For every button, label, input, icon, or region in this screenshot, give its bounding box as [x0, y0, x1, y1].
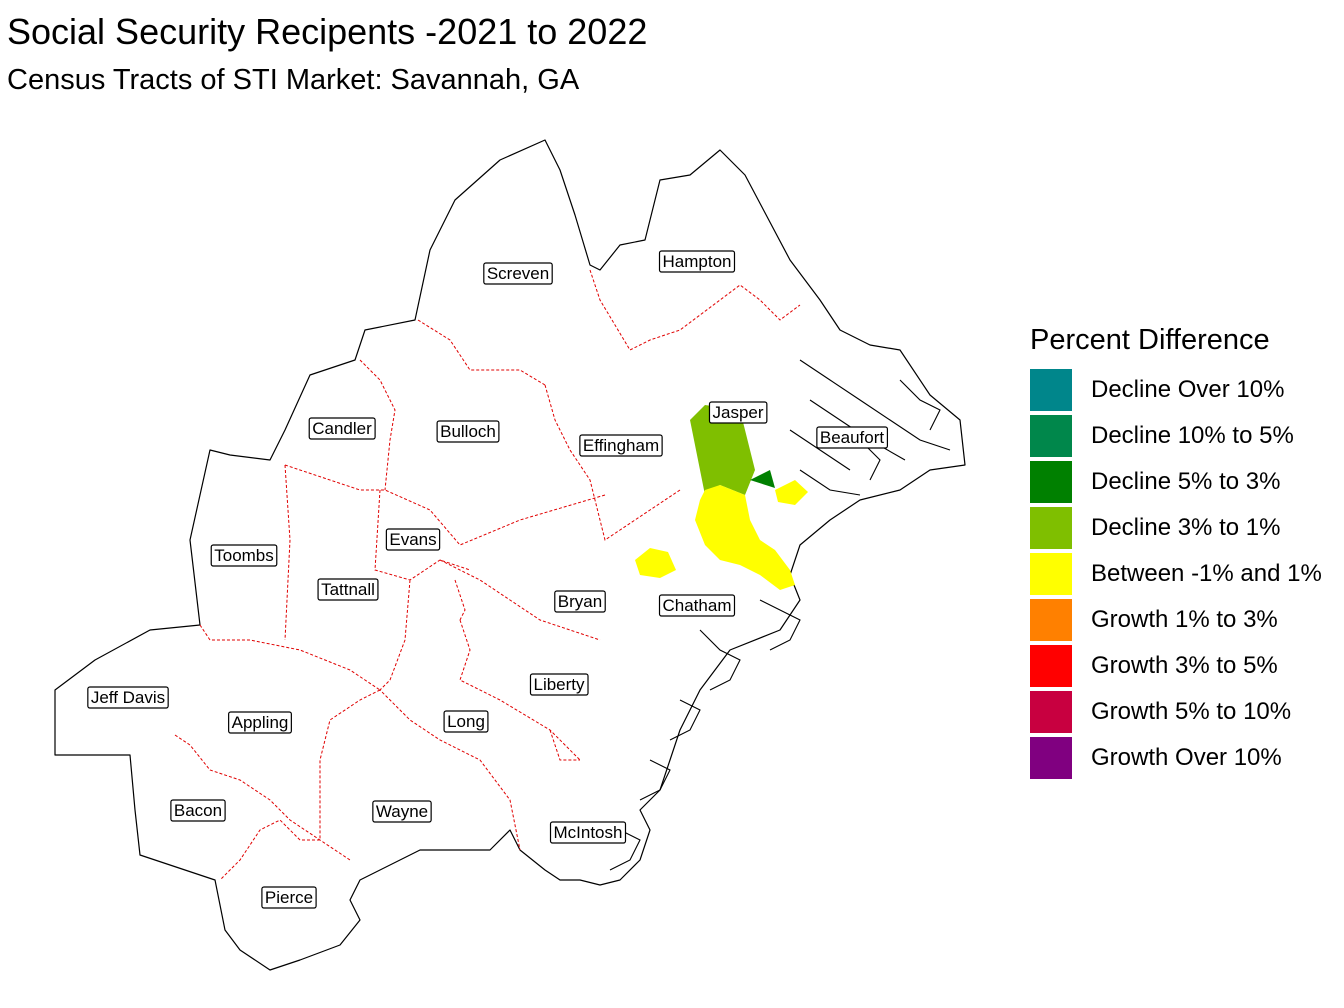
legend-label: Growth Over 10% [1091, 744, 1282, 771]
tract-between-3 [635, 548, 676, 578]
tract-decline-3-1 [690, 405, 755, 495]
county-label-text: Bulloch [440, 422, 496, 441]
county-label-box [549, 821, 627, 844]
county-label-text: Bacon [174, 801, 222, 820]
legend-item: Growth 1% to 3% [1030, 598, 1278, 642]
county-label-tattnall: Tattnall [317, 578, 379, 601]
legend-swatch [1030, 599, 1072, 641]
legend-item: Decline 3% to 1% [1030, 506, 1280, 550]
county-label-jeff-davis: Jeff Davis [87, 686, 169, 709]
county-label-box [658, 594, 736, 617]
legend-swatch [1030, 461, 1072, 503]
county-label-effingham: Effingham [579, 434, 663, 457]
legend-label: Growth 3% to 5% [1091, 652, 1278, 679]
county-labels: Screven Hampton Jasper Beaufort Candler Bullo… [87, 250, 889, 909]
county-label-text: Jasper [712, 403, 763, 422]
county-label-box [483, 262, 553, 285]
county-label-text: Liberty [533, 675, 585, 694]
legend-swatch [1030, 737, 1072, 779]
legend-item: Growth 5% to 10% [1030, 690, 1291, 734]
legend-label: Growth 1% to 3% [1091, 606, 1278, 633]
county-label-box [228, 711, 292, 734]
county-label-box [308, 417, 376, 440]
county-label-box [210, 544, 278, 567]
county-label-text: Hampton [663, 252, 732, 271]
tract-between-2 [775, 480, 808, 505]
county-label-box [554, 590, 606, 613]
legend-label: Decline 3% to 1% [1091, 514, 1281, 541]
county-label-box [658, 250, 736, 273]
legend-label: Decline 5% to 3% [1091, 468, 1281, 495]
legend-item: Decline 5% to 3% [1030, 460, 1280, 504]
county-label-box [385, 528, 441, 551]
county-label-text: Chatham [663, 596, 732, 615]
legend-swatch [1030, 645, 1072, 687]
county-label-box [436, 420, 500, 443]
county-label-evans: Evans [385, 528, 441, 551]
county-label-text: Long [447, 712, 485, 731]
tract-decline-5-3 [750, 470, 775, 488]
county-label-text: McIntosh [554, 823, 623, 842]
county-label-hampton: Hampton [658, 250, 736, 273]
county-label-box [372, 800, 432, 823]
county-label-bacon: Bacon [170, 799, 226, 822]
legend-swatch [1030, 507, 1072, 549]
county-label-beaufort: Beaufort [816, 426, 889, 449]
county-label-text: Pierce [265, 888, 313, 907]
county-label-box [579, 434, 663, 457]
legend-swatch [1030, 553, 1072, 595]
legend-label: Decline Over 10% [1091, 376, 1285, 403]
county-label-text: Effingham [583, 436, 659, 455]
county-borders [174, 269, 801, 881]
legend-swatch [1030, 369, 1072, 411]
county-label-box [816, 426, 889, 449]
market-outline [54, 139, 966, 971]
legend-swatch [1030, 415, 1072, 457]
county-label-text: Beaufort [820, 428, 885, 447]
county-label-text: Toombs [214, 546, 274, 565]
county-label-screven: Screven [483, 262, 553, 285]
legend-item: Growth 3% to 5% [1030, 644, 1278, 688]
county-label-text: Candler [312, 419, 372, 438]
county-label-long: Long [443, 710, 489, 733]
county-label-text: Bryan [558, 592, 602, 611]
legend-item: Decline Over 10% [1030, 368, 1284, 412]
map-subtitle: Census Tracts of STI Market: Savannah, G… [7, 64, 580, 96]
county-label-text: Appling [232, 713, 289, 732]
legend-label: Between -1% and 1% [1091, 560, 1322, 587]
county-label-box [170, 799, 226, 822]
county-label-liberty: Liberty [529, 673, 589, 696]
county-label-text: Screven [487, 264, 549, 283]
county-label-mcintosh: McIntosh [549, 821, 627, 844]
county-label-bryan: Bryan [554, 590, 606, 613]
county-label-box [317, 578, 379, 601]
county-label-pierce: Pierce [261, 886, 317, 909]
legend-title: Percent Difference [1030, 324, 1270, 356]
county-label-box [529, 673, 589, 696]
county-label-text: Tattnall [321, 580, 375, 599]
county-label-box [443, 710, 489, 733]
county-label-text: Wayne [376, 802, 428, 821]
county-label-box [87, 686, 169, 709]
county-label-jasper: Jasper [708, 401, 768, 424]
legend-item: Decline 10% to 5% [1030, 414, 1294, 458]
county-label-toombs: Toombs [210, 544, 278, 567]
tract-between-1 [695, 485, 795, 590]
county-label-candler: Candler [308, 417, 376, 440]
map-title: Social Security Recipents -2021 to 2022 [7, 11, 648, 52]
legend-item: Growth Over 10% [1030, 736, 1282, 780]
legend-label: Growth 5% to 10% [1091, 698, 1292, 725]
county-label-bulloch: Bulloch [436, 420, 500, 443]
county-label-text: Jeff Davis [91, 688, 165, 707]
county-label-wayne: Wayne [372, 800, 432, 823]
county-label-text: Evans [389, 530, 436, 549]
legend-swatch [1030, 691, 1072, 733]
county-label-chatham: Chatham [658, 594, 736, 617]
legend-item: Between -1% and 1% [1030, 552, 1322, 596]
county-label-appling: Appling [228, 711, 292, 734]
legend-label: Decline 10% to 5% [1091, 422, 1294, 449]
county-label-box [708, 401, 768, 424]
county-label-box [261, 886, 317, 909]
